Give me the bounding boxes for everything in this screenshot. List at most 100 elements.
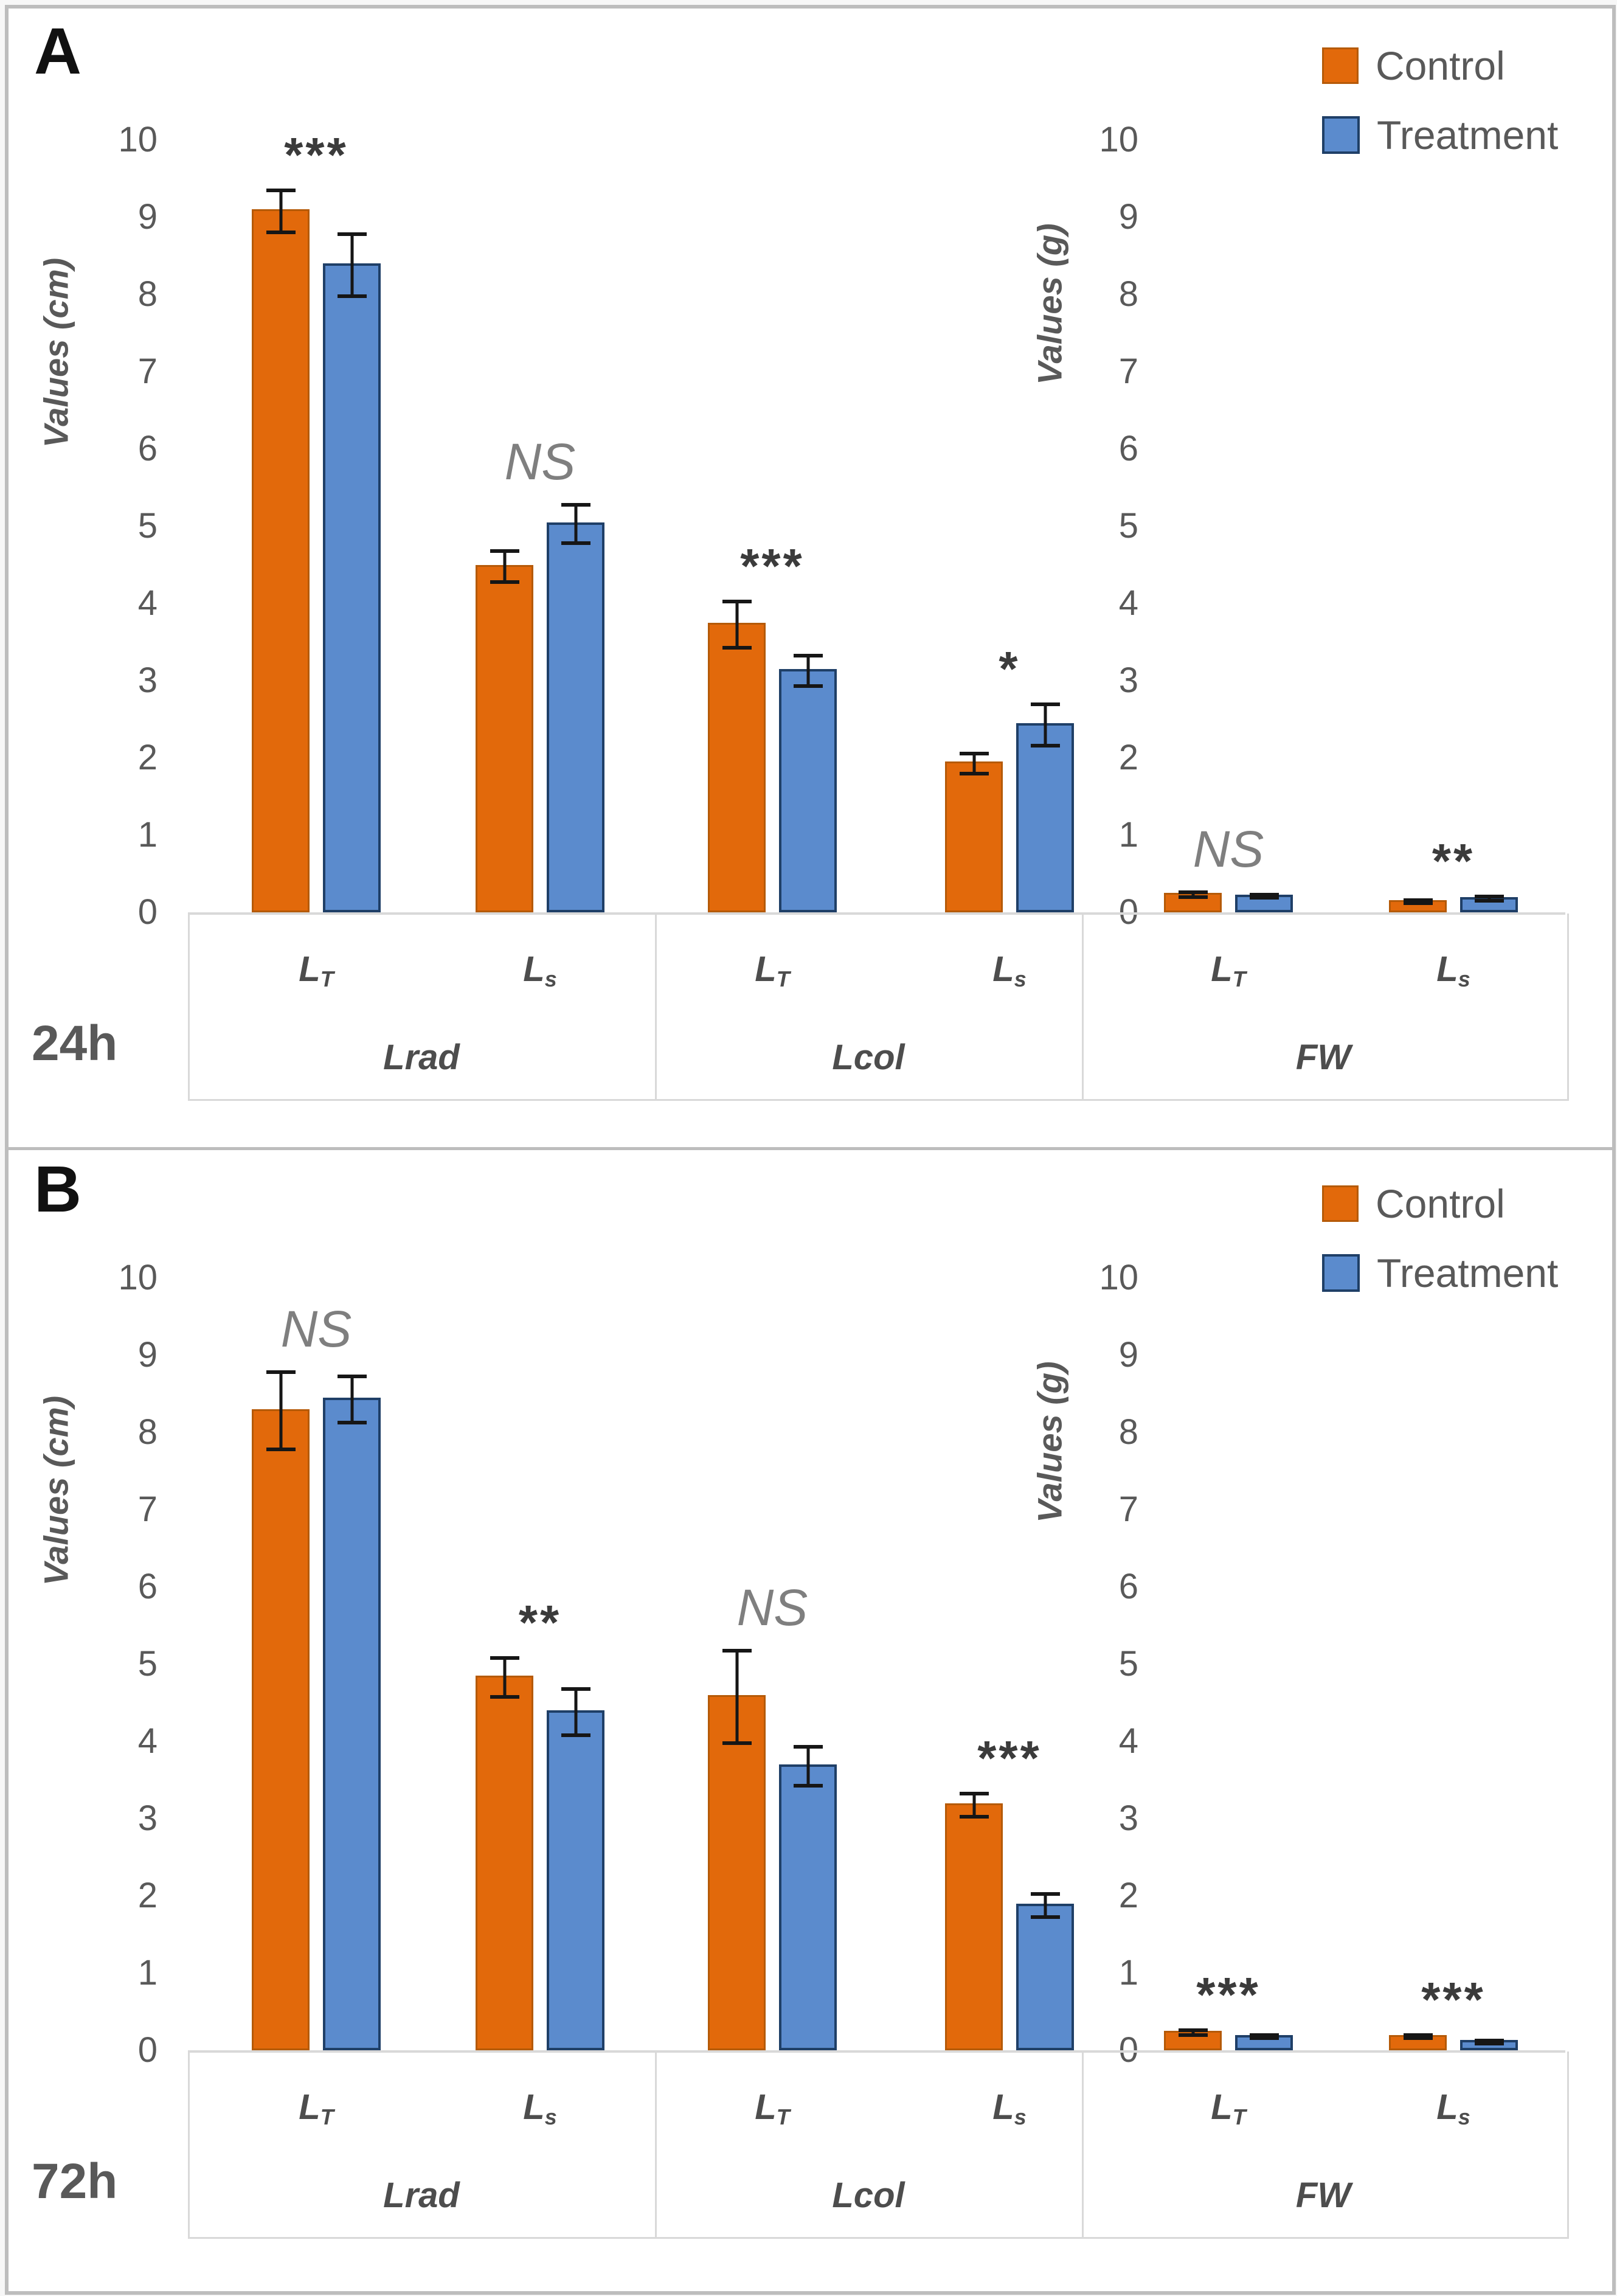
subcategory-label: LT <box>1211 949 1246 991</box>
error-bar-line <box>972 751 975 772</box>
error-bar-line <box>279 1370 282 1448</box>
error-bar-cap-top <box>266 1370 296 1375</box>
control-swatch <box>1322 47 1359 84</box>
subcategory-label: Ls <box>523 2087 557 2129</box>
error-bar-line <box>503 1656 506 1695</box>
category-divider-0 <box>655 914 657 1099</box>
significance-ns: NS <box>1193 820 1264 878</box>
figure-frame: A Values (cm) Values (g) Control Treatme… <box>5 5 1616 2295</box>
error-bar-cap-bottom <box>1249 896 1279 900</box>
y-axis-cm-tick-6: 6 <box>137 1567 158 1606</box>
y-axis-cm-tick-1: 1 <box>137 815 158 855</box>
y-axis-g-tick-0: 0 <box>1118 2030 1138 2070</box>
y-axis-cm-tick-10: 10 <box>118 1258 158 1297</box>
error-bar-cap-top <box>266 189 296 192</box>
subcategory-label: Ls <box>992 949 1027 991</box>
y-axis-g-tick-9: 9 <box>1118 197 1138 237</box>
y-axis-g-tick-8: 8 <box>1118 1412 1138 1452</box>
bar-control-lrad-ls <box>476 1676 533 2050</box>
significance-stars: ** <box>518 1595 562 1650</box>
y-axis-cm-tick-1: 1 <box>137 1953 158 1993</box>
left-axis-title: Values (cm) <box>36 257 75 448</box>
y-axis-cm-tick-3: 3 <box>137 1798 158 1838</box>
panel-a-letter: A <box>34 14 81 88</box>
y-axis-g-tick-9: 9 <box>1118 1335 1138 1375</box>
error-bar-cap-top <box>337 1374 367 1378</box>
legend-item-treatment: Treatment <box>1322 115 1558 155</box>
bar-treatment-lrad-lt <box>323 1397 381 2050</box>
group-label-lcol: Lcol <box>832 1038 905 1077</box>
error-bar-cap-top <box>561 1687 590 1691</box>
error-bar-cap-top <box>1030 702 1060 706</box>
error-bar-cap-bottom <box>490 1694 519 1699</box>
group-label-fw: FW <box>1295 2176 1351 2215</box>
group-label-lcol: Lcol <box>832 2176 905 2215</box>
significance-ns: NS <box>504 432 576 490</box>
y-axis-cm-tick-0: 0 <box>137 892 158 932</box>
bar-treatment-lcol-ls <box>1016 1903 1074 2050</box>
error-bar-cap-bottom <box>959 771 989 775</box>
y-axis-cm-tick-8: 8 <box>137 1412 158 1452</box>
bar-treatment-lcol-lt <box>779 1764 837 2050</box>
error-bar-cap-top <box>1474 894 1504 898</box>
y-axis-cm-tick-7: 7 <box>137 352 158 391</box>
y-axis-cm-tick-9: 9 <box>137 197 158 237</box>
bar-control-lcol-ls <box>945 1803 1003 2050</box>
error-bar-cap-bottom <box>1030 744 1060 748</box>
error-bar-cap-bottom <box>490 580 519 584</box>
subcategory-label: LT <box>299 949 334 991</box>
error-bar-line <box>1044 702 1047 744</box>
bar-control-lrad-lt <box>252 209 310 912</box>
error-bar-cap-bottom <box>1030 1915 1060 1919</box>
significance-stars: *** <box>1421 1972 1486 2027</box>
error-bar-cap-bottom <box>793 1783 823 1788</box>
y-axis-cm-tick-6: 6 <box>137 429 158 468</box>
subcategory-label: LT <box>1211 2087 1246 2129</box>
bar-treatment-lrad-lt <box>323 263 381 912</box>
y-axis-g-tick-5: 5 <box>1118 506 1138 546</box>
error-bar-cap-top <box>337 232 367 237</box>
error-bar-line <box>503 549 506 580</box>
y-axis-g-tick-3: 3 <box>1118 661 1138 700</box>
y-axis-cm-tick-3: 3 <box>137 661 158 700</box>
error-bar-line <box>1044 1892 1047 1915</box>
panel-b-letter: B <box>34 1152 81 1226</box>
significance-ns: NS <box>736 1578 808 1636</box>
legend-item-control: Control <box>1322 46 1558 86</box>
category-divider-0 <box>655 2051 657 2237</box>
error-bar-cap-top <box>722 1648 752 1653</box>
legend-label-control: Control <box>1376 1181 1505 1226</box>
y-axis-cm-tick-2: 2 <box>137 738 158 777</box>
y-axis-g-tick-10: 10 <box>1099 1258 1138 1297</box>
y-axis-cm-tick-2: 2 <box>137 1876 158 1915</box>
significance-stars: *** <box>1196 1968 1261 2022</box>
y-axis-g-tick-4: 4 <box>1118 583 1138 623</box>
error-bar-cap-top <box>793 653 823 657</box>
error-bar-cap-top <box>1030 1892 1060 1896</box>
bar-treatment-lrad-ls <box>547 522 604 912</box>
significance-stars: * <box>999 641 1020 696</box>
y-axis-cm-tick-9: 9 <box>137 1335 158 1375</box>
subcategory-label: LT <box>755 2087 790 2129</box>
error-bar-cap-top <box>561 502 590 507</box>
group-label-lrad: Lrad <box>383 2176 460 2215</box>
left-axis-title: Values (cm) <box>36 1395 75 1586</box>
error-bar-cap-top <box>1178 2028 1208 2033</box>
error-bar-cap-bottom <box>561 1733 590 1738</box>
error-bar-cap-bottom <box>793 684 823 688</box>
significance-stars: *** <box>740 538 805 593</box>
error-bar-cap-bottom <box>1403 2036 1433 2041</box>
error-bar-cap-top <box>722 599 752 603</box>
error-bar-line <box>972 1791 975 1815</box>
bar-control-lcol-ls <box>945 761 1003 912</box>
subcategory-label: Ls <box>1436 949 1470 991</box>
error-bar-cap-bottom <box>1178 895 1208 900</box>
time-label: 24h <box>32 1016 118 1071</box>
error-bar-cap-top <box>1403 898 1433 903</box>
error-bar-cap-top <box>1403 2033 1433 2038</box>
group-label-fw: FW <box>1295 1038 1351 1077</box>
bar-control-lcol-lt <box>708 622 766 912</box>
error-bar-line <box>350 232 353 294</box>
subcategory-label: LT <box>755 949 790 991</box>
